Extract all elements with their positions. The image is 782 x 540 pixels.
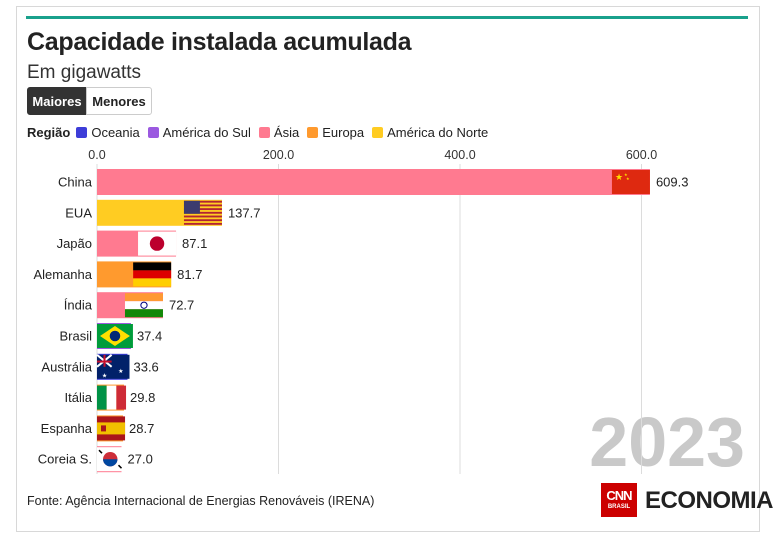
legend-label: América do Norte	[387, 125, 489, 140]
india-flag-icon	[124, 293, 163, 318]
chart-subtitle: Em gigawatts	[27, 62, 142, 83]
legend-label: Europa	[322, 125, 365, 140]
category-label: Índia	[64, 298, 93, 313]
value-label: 37.4	[137, 329, 162, 344]
cnn-logo-text: CNN	[606, 488, 632, 503]
italy-flag-icon	[97, 385, 127, 410]
legend-item-america-do-norte[interactable]: América do Norte	[372, 125, 488, 140]
category-label: Espanha	[41, 421, 93, 436]
legend-label: Ásia	[273, 125, 300, 140]
legend-item-oceania[interactable]: Oceania	[76, 125, 140, 140]
category-label: Austrália	[41, 359, 92, 374]
year-watermark: 2023	[589, 403, 745, 481]
svg-text:★: ★	[624, 172, 628, 177]
svg-text:★: ★	[615, 172, 623, 182]
legend-swatch	[372, 127, 384, 138]
value-label: 33.6	[133, 359, 158, 374]
china-flag-icon: ★ ★★	[611, 170, 650, 194]
legend-label: Oceania	[91, 125, 140, 140]
south-korea-flag-icon	[97, 447, 124, 472]
value-label: 81.7	[177, 267, 202, 282]
category-label: Brasil	[59, 329, 92, 344]
usa-flag-icon	[183, 200, 222, 225]
category-label: China	[58, 175, 93, 190]
cnn-logo-subtext: BRASIL	[607, 504, 631, 510]
value-label: 29.8	[130, 390, 155, 405]
x-tick-label: 600.0	[626, 148, 657, 162]
brazil-flag-icon	[97, 324, 133, 348]
chart-title: Capacidade instalada acumulada	[27, 28, 412, 56]
legend-item-europa[interactable]: Europa	[307, 125, 364, 140]
category-label: Itália	[65, 390, 93, 405]
value-label: 72.7	[169, 298, 194, 313]
legend-label: América do Sul	[162, 125, 251, 140]
germany-flag-icon	[133, 262, 172, 287]
value-label: 137.7	[228, 205, 261, 220]
legend-title: Região	[27, 125, 71, 140]
bar[interactable]	[97, 169, 650, 195]
economia-logo: ECONOMIA	[645, 487, 774, 514]
legend: Região Oceania América do Sul Ásia Europ…	[27, 125, 496, 140]
category-label: Coreia S.	[38, 452, 92, 467]
japan-flag-icon	[138, 231, 177, 256]
value-label: 28.7	[129, 421, 154, 436]
svg-text:★: ★	[118, 368, 123, 375]
accent-top-line	[26, 16, 748, 19]
maiores-toggle-button[interactable]: Maiores	[27, 87, 87, 115]
value-label: 609.3	[656, 175, 689, 190]
category-label: Japão	[57, 236, 92, 251]
legend-swatch	[307, 127, 319, 138]
x-tick-label: 200.0	[263, 148, 294, 162]
legend-swatch	[147, 127, 159, 138]
category-label: EUA	[65, 205, 92, 220]
svg-text:★: ★	[102, 373, 107, 380]
australia-flag-icon: ★★	[96, 354, 130, 380]
x-tick-label: 400.0	[444, 148, 475, 162]
value-label: 87.1	[182, 236, 207, 251]
category-label: Alemanha	[33, 267, 92, 282]
source-note: Fonte: Agência Internacional de Energias…	[27, 494, 375, 508]
menores-toggle-button[interactable]: Menores	[86, 87, 152, 115]
legend-item-america-do-sul[interactable]: América do Sul	[147, 125, 251, 140]
cnn-brasil-logo: CNN BRASIL	[601, 483, 637, 517]
spain-flag-icon	[97, 416, 126, 441]
svg-text:★: ★	[626, 176, 630, 181]
value-label: 27.0	[128, 452, 153, 467]
legend-item-asia[interactable]: Ásia	[258, 125, 300, 140]
x-tick-label: 0.0	[88, 148, 105, 162]
legend-swatch	[76, 127, 88, 138]
legend-swatch	[258, 127, 270, 138]
